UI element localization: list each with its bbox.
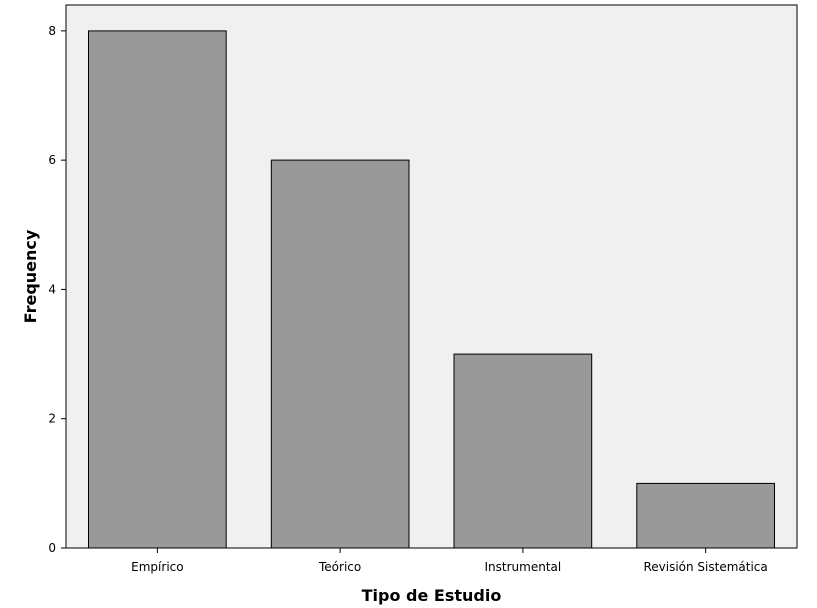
y-tick-label: 6 <box>48 153 56 167</box>
x-tick-label: Teórico <box>318 560 361 574</box>
x-tick-label: Instrumental <box>485 560 562 574</box>
bar-teórico <box>270 159 410 549</box>
x-tick-label: Revisión Sistemática <box>643 560 767 574</box>
y-tick-label: 8 <box>48 24 56 38</box>
bar-instrumental <box>453 353 593 549</box>
y-tick-label: 0 <box>48 541 56 555</box>
y-axis-title: Frequency <box>21 229 40 323</box>
x-axis-title: Tipo de Estudio <box>362 586 502 605</box>
y-tick-label: 4 <box>48 282 56 296</box>
x-tick-label: Empírico <box>131 560 183 574</box>
bar-empírico <box>88 30 227 549</box>
y-axis: 0 2 4 6 8 <box>48 24 66 555</box>
y-tick-label: 2 <box>48 412 56 426</box>
bars-group <box>88 30 775 549</box>
x-axis: Empírico Teórico Instrumental Revisión Sist… <box>131 548 768 574</box>
bar-revisión-sistemática <box>636 482 775 549</box>
